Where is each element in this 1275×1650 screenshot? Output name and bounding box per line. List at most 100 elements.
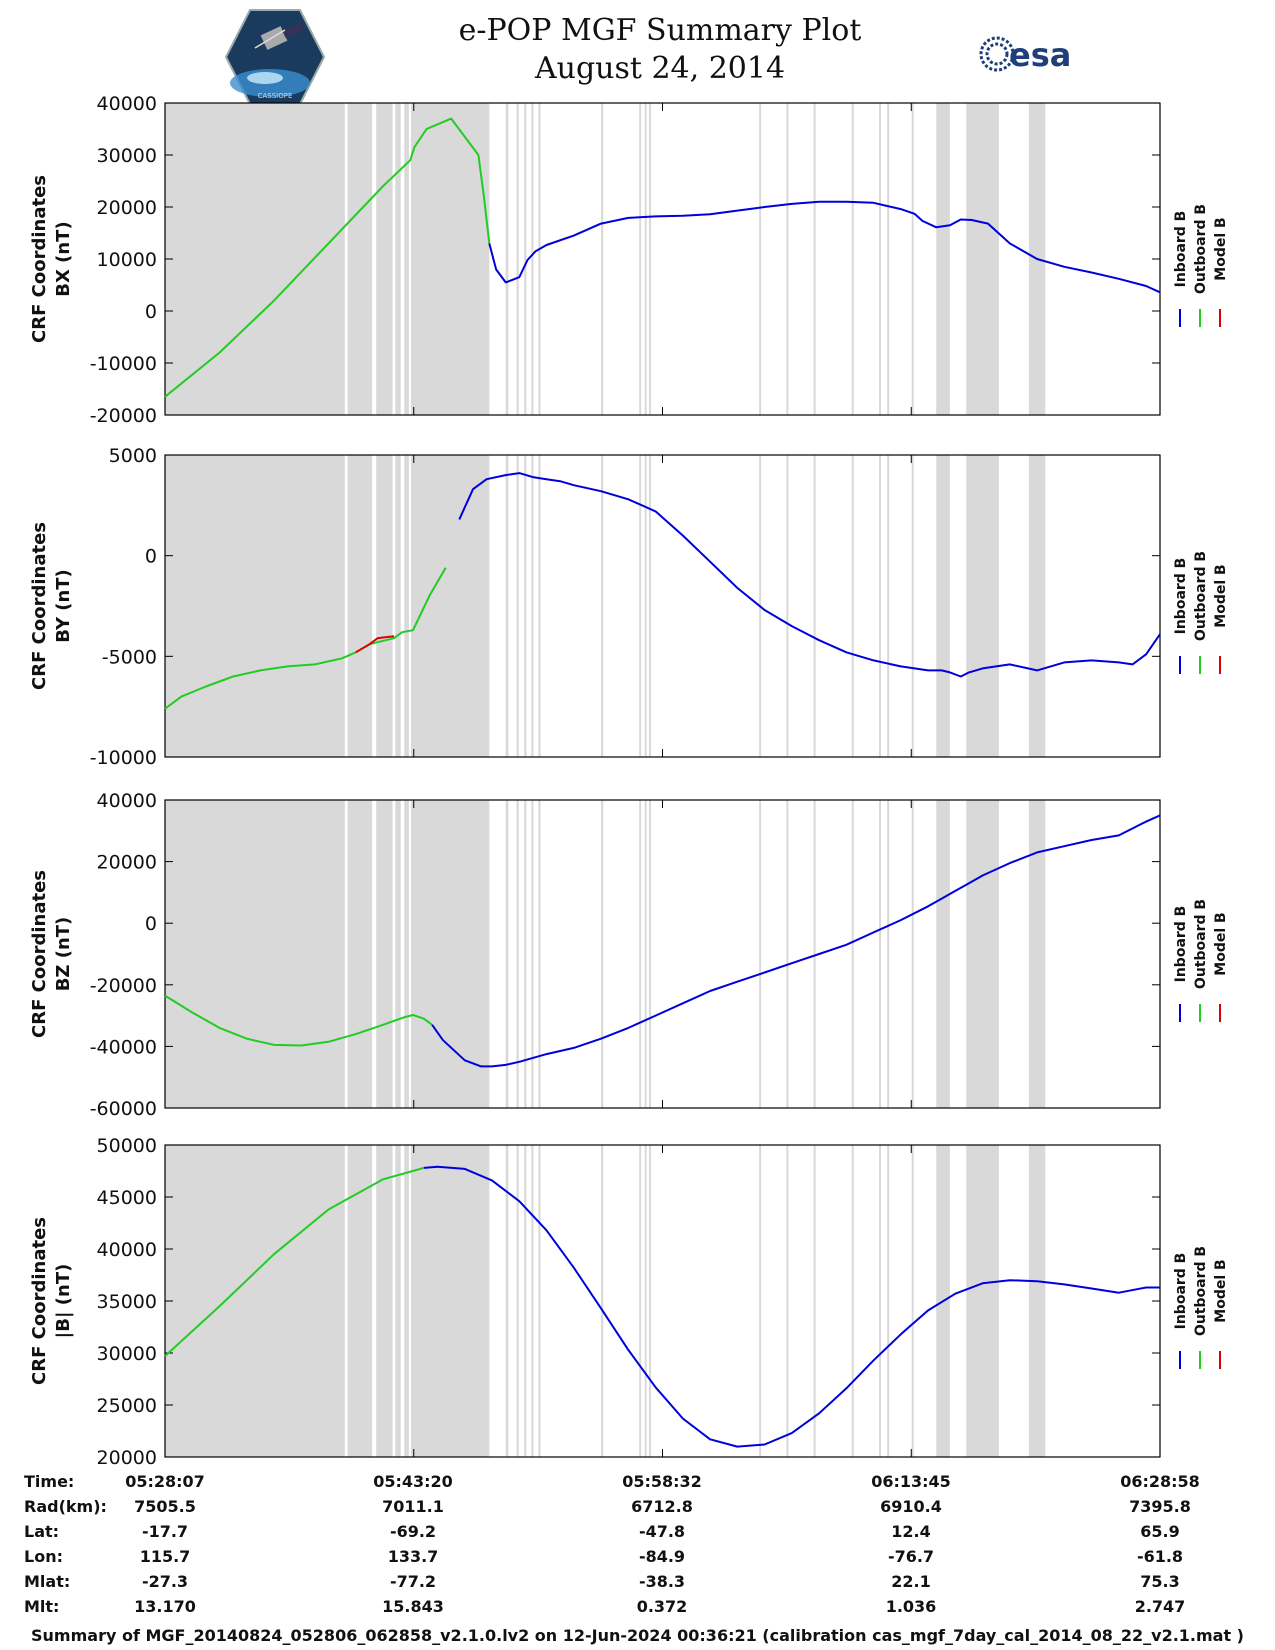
y-tick-label: 20000 [97, 852, 157, 874]
shaded-band [936, 103, 950, 415]
shaded-band [639, 800, 642, 1108]
y-tick-label: 45000 [97, 1187, 157, 1209]
y-tick-label: -10000 [90, 747, 157, 769]
ephemeris-value: -76.7 [887, 1547, 935, 1566]
ephemeris-row-label: Mlat: [24, 1572, 71, 1591]
y-axis-title-line1: CRF Coordinates [29, 1217, 50, 1385]
shaded-region [165, 1145, 490, 1457]
panel-4: 20000 25000 30000 35000 40000 45000 50000 CRF C… [29, 1135, 1229, 1469]
legend-label-1: Inboard B [1173, 558, 1189, 635]
ephemeris-row-label: Mlt: [24, 1597, 60, 1616]
y-tick-label: 20000 [97, 197, 157, 219]
ephemeris-value: -47.8 [638, 1522, 686, 1541]
shade-gap [408, 455, 411, 757]
shaded-band [639, 103, 642, 415]
shade-gap [392, 1145, 396, 1457]
ephemeris-row-label: Rad(km): [24, 1497, 107, 1516]
ephemeris-value: 7505.5 [134, 1497, 196, 1516]
shaded-band [531, 800, 534, 1108]
series-outboard-b [164, 567, 447, 710]
shaded-band [516, 455, 519, 757]
ephemeris-value: 05:43:20 [373, 1472, 453, 1491]
shaded-band [644, 455, 647, 757]
y-axis-title-line1: CRF Coordinates [29, 870, 50, 1038]
ephemeris-value: 6712.8 [631, 1497, 693, 1516]
shaded-band [531, 103, 534, 415]
shade-gap [344, 455, 348, 757]
legend-label-3: Model B [1213, 564, 1229, 627]
shaded-band [851, 1145, 854, 1457]
shaded-band [879, 103, 882, 415]
ephemeris-row: Mlat: -27.3 -77.2 -38.3 22.1 75.3 [0, 1572, 1275, 1596]
legend-label-2: Outboard B [1193, 204, 1209, 294]
shaded-band [524, 455, 527, 757]
shaded-band [879, 800, 882, 1108]
ephemeris-value: 65.9 [1140, 1522, 1180, 1541]
series-model-b [355, 635, 395, 654]
shaded-band [639, 1145, 642, 1457]
series-inboard-b [458, 472, 1161, 678]
shaded-band [911, 1145, 914, 1457]
y-tick-label: -20000 [90, 405, 157, 427]
ephemeris-value: 0.372 [636, 1597, 688, 1616]
shaded-band [505, 800, 509, 1108]
ephemeris-value: 7395.8 [1129, 1497, 1191, 1516]
ephemeris-value: 7011.1 [382, 1497, 444, 1516]
shaded-band [966, 103, 999, 415]
shaded-band [516, 1145, 519, 1457]
shaded-band [505, 1145, 509, 1457]
legend-label-2: Outboard B [1193, 1246, 1209, 1336]
shaded-band [911, 455, 914, 757]
ephemeris-row: Rad(km): 7505.5 7011.1 6712.8 6910.4 7395.8 [0, 1497, 1275, 1521]
legend-label-3: Model B [1213, 1259, 1229, 1322]
esa-logo-text: esa [1009, 36, 1071, 74]
y-tick-label: 0 [145, 913, 157, 935]
shaded-band [887, 1145, 890, 1457]
ephemeris-value: 2.747 [1134, 1597, 1186, 1616]
shade-gap [392, 103, 396, 415]
shaded-band [538, 455, 541, 757]
shaded-band [524, 103, 527, 415]
legend-label-1: Inboard B [1173, 906, 1189, 983]
shaded-band [649, 455, 652, 757]
shade-gap [392, 800, 396, 1108]
shaded-band [966, 1145, 999, 1457]
shade-gap [344, 1145, 348, 1457]
panel-1: -20000 -10000 0 10000 20000 30000 40000 CRF Coo… [29, 93, 1229, 427]
ephemeris-value: -17.7 [141, 1522, 189, 1541]
shaded-band [531, 1145, 534, 1457]
y-tick-label: -5000 [102, 646, 157, 668]
legend-label-1: Inboard B [1173, 1253, 1189, 1330]
panel-3: -60000 -40000 -20000 0 20000 40000 CRF Coordin… [29, 790, 1229, 1120]
shaded-band [649, 103, 652, 415]
ephemeris-value: 15.843 [382, 1597, 444, 1616]
series-outboard-b [164, 117, 491, 398]
shaded-band [759, 103, 762, 415]
shaded-band [759, 800, 762, 1108]
shaded-band [538, 103, 541, 415]
shaded-band [639, 455, 642, 757]
legend-label-3: Model B [1213, 912, 1229, 975]
y-tick-label: -60000 [90, 1098, 157, 1120]
shade-gap [372, 800, 377, 1108]
shaded-region [165, 800, 490, 1108]
ephemeris-row-label: Lon: [24, 1547, 63, 1566]
shade-gap [372, 455, 377, 757]
shade-gap [372, 103, 377, 415]
shaded-band [936, 455, 950, 757]
y-tick-label: 40000 [97, 790, 157, 812]
y-tick-label: 5000 [109, 445, 157, 467]
y-axis-title-line1: CRF Coordinates [29, 175, 50, 343]
shaded-band [759, 1145, 762, 1457]
shade-gap [408, 103, 411, 415]
shaded-band [516, 103, 519, 415]
ephemeris-value: 06:13:45 [871, 1472, 951, 1491]
shaded-band [601, 455, 604, 757]
legend-label-2: Outboard B [1193, 899, 1209, 989]
ephemeris-row: Time: 05:28:07 05:43:20 05:58:32 06:13:45 06:… [0, 1472, 1275, 1496]
shaded-band [813, 1145, 816, 1457]
panel-2: -10000 -5000 0 5000 CRF Coordinates BY (nT) In… [29, 445, 1229, 769]
shaded-band [531, 455, 534, 757]
shaded-band [879, 1145, 882, 1457]
